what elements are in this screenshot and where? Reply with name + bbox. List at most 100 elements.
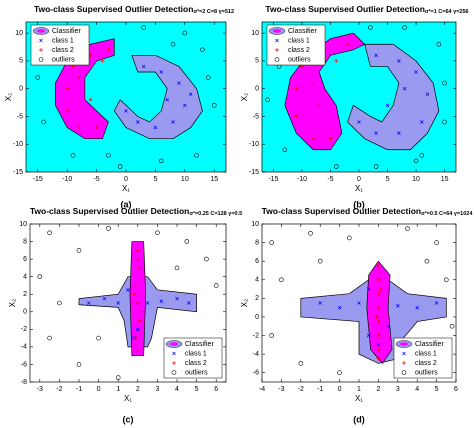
outlier-point bbox=[373, 164, 379, 169]
x-tick-label: 0 bbox=[357, 176, 361, 183]
y-tick-label: 5 bbox=[19, 58, 23, 65]
panel: -15 -10 -5 0 5 10 15 -15 -10 -5 0 5 10 Two-class Supe… bbox=[240, 4, 468, 209]
panel: -15 -10 -5 0 5 10 15 -15 -10 -5 0 5 10 Two-class Supe… bbox=[4, 4, 234, 209]
outlier-point bbox=[368, 25, 373, 30]
y-tick-label: 0 bbox=[255, 314, 259, 321]
outlier-point bbox=[96, 335, 101, 341]
y-tick-label: -10 bbox=[249, 141, 259, 148]
outlier-point bbox=[298, 361, 304, 366]
x-axis-label: X₁ bbox=[124, 394, 132, 403]
title-params: σ²=0.5 C=64 γ=1024 bbox=[421, 210, 473, 217]
outlier-point bbox=[170, 41, 176, 47]
legend: Classifier class 1 class 2 outliers bbox=[393, 337, 453, 379]
outlier-point bbox=[265, 97, 271, 103]
y-tick-label: 2 bbox=[255, 295, 259, 302]
outlier-point bbox=[57, 300, 62, 306]
classifier-region bbox=[129, 241, 146, 357]
outlier-point bbox=[37, 274, 43, 279]
class-point bbox=[337, 305, 342, 310]
class-point bbox=[87, 301, 91, 305]
y-axis-label: X₂ bbox=[4, 93, 13, 101]
class-point bbox=[136, 120, 140, 124]
x-tick-label: -10 bbox=[297, 176, 307, 183]
class-point bbox=[76, 125, 81, 130]
legend-label: outliers bbox=[52, 56, 75, 63]
legend-label: outliers bbox=[185, 369, 208, 376]
legend-label: class 1 bbox=[185, 350, 207, 357]
outlier-point bbox=[200, 47, 205, 53]
class-point bbox=[116, 301, 120, 305]
outlier-point bbox=[35, 75, 41, 80]
outlier-point bbox=[76, 362, 82, 367]
x-tick-label: -4 bbox=[259, 386, 265, 393]
class-point bbox=[414, 70, 418, 74]
y-tick-label: 8 bbox=[255, 239, 259, 246]
class-point bbox=[376, 263, 381, 268]
x-tick-label: -1 bbox=[76, 386, 82, 393]
x-tick-label: 6 bbox=[214, 386, 218, 393]
x-tick-label: 10 bbox=[181, 176, 189, 183]
legend-marker bbox=[172, 361, 176, 365]
class-point bbox=[106, 47, 111, 52]
x-tick-label: 3 bbox=[396, 386, 400, 393]
outlier-point bbox=[106, 153, 111, 158]
outlier-point bbox=[174, 265, 180, 271]
x-tick-label: 0 bbox=[124, 176, 128, 183]
legend-label: class 1 bbox=[415, 350, 437, 357]
legend-marker bbox=[401, 370, 407, 375]
panel-label: (c) bbox=[123, 414, 134, 424]
x-tick-label: -15 bbox=[268, 176, 278, 183]
outlier-point bbox=[402, 25, 407, 30]
class-point bbox=[366, 287, 371, 291]
class-point bbox=[102, 296, 107, 301]
x-tick-label: 4 bbox=[175, 386, 179, 393]
chart-title: Two-class Supervised Outlier Detectionσ²… bbox=[262, 206, 474, 217]
y-tick-label: -10 bbox=[13, 141, 23, 148]
y-tick-label: 10 bbox=[251, 30, 259, 37]
y-tick-label: 4 bbox=[255, 277, 259, 284]
x-tick-label: 0 bbox=[338, 386, 342, 393]
class-point bbox=[135, 301, 140, 305]
class-point bbox=[188, 92, 193, 96]
title-params: σ²=1 C=64 γ=256 bbox=[425, 8, 469, 15]
class-point bbox=[402, 86, 407, 91]
class-point bbox=[357, 120, 361, 124]
x-tick-label: 15 bbox=[441, 176, 449, 183]
class-point bbox=[434, 301, 439, 305]
outlier-point bbox=[184, 239, 190, 244]
class-point bbox=[100, 58, 105, 63]
outlier-point bbox=[155, 230, 160, 236]
x-tick-label: 5 bbox=[195, 386, 199, 393]
legend-swatch bbox=[273, 29, 281, 33]
x-tick-label: 10 bbox=[412, 176, 420, 183]
x-tick-label: -5 bbox=[327, 176, 333, 183]
legend: Classifier class 1 class 2 outliers bbox=[30, 24, 90, 66]
y-tick-label: -5 bbox=[17, 113, 23, 120]
y-tick-label: -6 bbox=[253, 370, 259, 377]
outlier-point bbox=[204, 256, 209, 262]
legend-label: Classifier bbox=[415, 341, 444, 348]
class-point bbox=[135, 349, 140, 354]
class-point bbox=[311, 136, 316, 141]
class-point bbox=[141, 64, 146, 69]
classifier-region bbox=[113, 54, 203, 140]
class-point bbox=[177, 81, 181, 85]
title-params: σ²=0.25 C=128 γ=0.5 bbox=[189, 210, 242, 217]
class-point bbox=[133, 283, 138, 288]
x-tick-label: -2 bbox=[56, 386, 62, 393]
class-point bbox=[374, 131, 378, 135]
outlier-point bbox=[282, 147, 288, 153]
x-axis-label: X₁ bbox=[122, 184, 130, 193]
class-point bbox=[183, 103, 187, 108]
title-params: σ²=2 C=8 γ=512 bbox=[193, 8, 234, 15]
class-point bbox=[397, 131, 401, 135]
class-point bbox=[374, 314, 379, 319]
outlier-point bbox=[269, 240, 275, 245]
plot-area bbox=[269, 226, 455, 376]
y-tick-label: -2 bbox=[253, 332, 259, 339]
panel-label: (b) bbox=[353, 199, 365, 209]
x-tick-label: 2 bbox=[376, 386, 380, 393]
